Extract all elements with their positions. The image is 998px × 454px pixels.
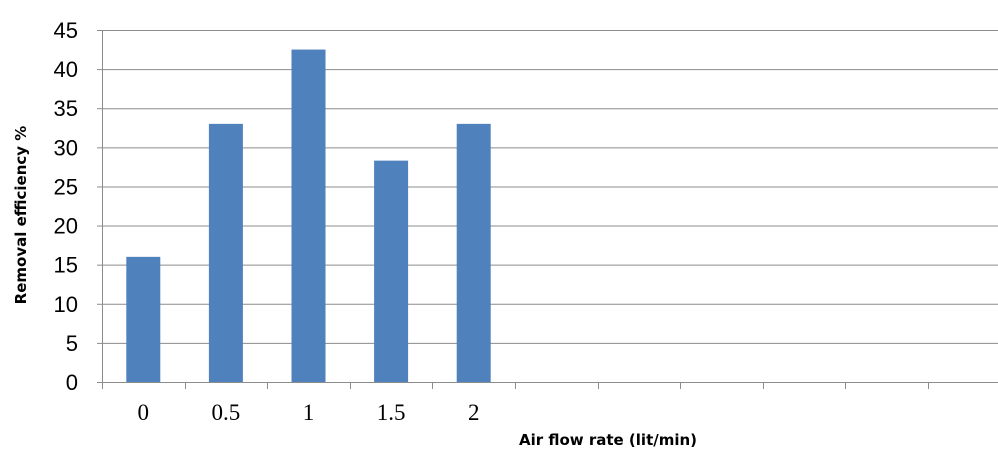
gridlines <box>102 30 998 344</box>
y-axis-label: Removal efficiency % <box>12 126 30 305</box>
y-tick-label: 45 <box>54 18 78 43</box>
y-tick-label: 35 <box>54 96 78 121</box>
y-tick-label: 25 <box>54 174 78 199</box>
y-tick-labels: 0 5 10 15 20 25 30 35 40 45 <box>54 18 78 395</box>
x-axis-label: Air flow rate (lit/min) <box>519 431 697 449</box>
x-tick-labels: 0 0.5 1 1.5 2 <box>138 400 480 425</box>
x-tick-label: 1 <box>303 400 315 425</box>
y-tick-label: 40 <box>54 57 78 82</box>
bar <box>208 123 243 382</box>
axes <box>97 30 998 389</box>
y-tick-label: 10 <box>54 292 78 317</box>
x-tick-label: 0 <box>138 400 150 425</box>
bars <box>126 49 491 383</box>
x-tick-label: 2 <box>468 400 480 425</box>
y-tick-label: 5 <box>66 331 78 356</box>
y-tick-label: 30 <box>54 135 78 160</box>
y-tick-label: 20 <box>54 214 78 239</box>
bar <box>291 49 326 383</box>
x-tick-label: 1.5 <box>377 400 406 425</box>
bar <box>374 160 409 382</box>
y-tick-label: 0 <box>66 370 78 395</box>
bar <box>456 123 491 382</box>
bar <box>126 256 161 382</box>
y-tick-label: 15 <box>54 253 78 278</box>
x-tick-label: 0.5 <box>212 400 241 425</box>
